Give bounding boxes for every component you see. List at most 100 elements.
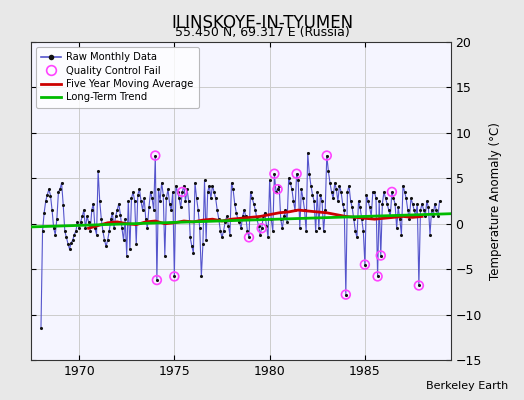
Point <box>162 195 171 202</box>
Point <box>46 192 54 199</box>
Text: 55.450 N, 69.317 E (Russia): 55.450 N, 69.317 E (Russia) <box>174 26 350 39</box>
Point <box>59 202 68 208</box>
Point <box>181 198 190 204</box>
Point <box>149 207 158 213</box>
Point <box>64 240 72 247</box>
Point <box>178 189 187 195</box>
Point <box>351 228 359 234</box>
Point <box>75 225 83 232</box>
Point <box>374 273 382 280</box>
Point <box>314 225 323 232</box>
Point <box>245 234 253 240</box>
Point <box>303 150 312 156</box>
Point <box>43 192 51 198</box>
Point <box>216 228 225 234</box>
Point <box>119 237 128 243</box>
Point <box>40 210 48 216</box>
Point <box>392 225 401 232</box>
Point <box>62 234 71 240</box>
Point <box>124 198 133 204</box>
Point <box>99 228 107 234</box>
Point <box>51 232 59 238</box>
Point <box>49 225 58 232</box>
Point <box>37 325 45 331</box>
Point <box>253 216 261 222</box>
Point <box>203 189 212 195</box>
Point <box>372 195 380 202</box>
Point <box>294 177 302 183</box>
Text: ILINSKOYE-IN-TYUMEN: ILINSKOYE-IN-TYUMEN <box>171 14 353 32</box>
Point <box>92 232 101 238</box>
Point <box>121 216 129 222</box>
Point <box>286 180 294 186</box>
Point <box>221 219 230 225</box>
Point <box>324 168 333 174</box>
Point <box>429 213 438 220</box>
Point <box>189 250 198 256</box>
Point <box>388 189 396 195</box>
Point <box>394 204 402 210</box>
Point <box>58 180 66 186</box>
Point <box>232 210 241 216</box>
Point <box>340 207 348 213</box>
Point <box>102 243 110 250</box>
Point <box>129 189 137 195</box>
Point <box>100 237 108 243</box>
Point <box>321 207 330 213</box>
Point <box>134 192 142 198</box>
Point <box>259 213 267 220</box>
Point <box>345 182 353 189</box>
Point <box>154 186 162 192</box>
Point <box>210 189 218 195</box>
Point <box>310 198 318 204</box>
Point <box>357 216 366 222</box>
Point <box>428 207 436 213</box>
Point <box>337 189 345 195</box>
Point <box>419 207 428 213</box>
Point <box>148 195 156 202</box>
Point <box>81 225 90 232</box>
Point <box>95 198 104 204</box>
Point <box>127 195 136 202</box>
Point <box>184 198 193 204</box>
Point <box>300 207 309 213</box>
Point <box>183 186 191 192</box>
Point <box>292 170 301 177</box>
Point <box>237 225 245 232</box>
Point <box>227 180 236 186</box>
Point <box>110 225 118 232</box>
Point <box>413 200 421 207</box>
Point <box>200 177 209 183</box>
Point <box>377 252 385 259</box>
Point <box>152 277 161 283</box>
Point <box>391 200 399 207</box>
Point <box>400 189 409 195</box>
Point <box>435 198 444 204</box>
Point <box>380 189 388 195</box>
Point <box>238 213 247 220</box>
Point <box>173 189 182 195</box>
Point <box>66 246 74 252</box>
Point <box>146 189 155 195</box>
Point <box>374 273 382 280</box>
Point <box>218 234 226 240</box>
Point <box>70 232 79 238</box>
Point <box>434 213 442 220</box>
Point <box>229 186 237 192</box>
Point <box>388 189 396 195</box>
Point <box>178 189 187 195</box>
Point <box>408 200 417 207</box>
Point <box>270 170 279 177</box>
Point <box>164 186 172 192</box>
Point <box>186 234 194 240</box>
Point <box>389 195 398 202</box>
Point <box>202 237 210 243</box>
Point <box>103 237 112 243</box>
Point <box>208 182 216 189</box>
Point <box>126 246 134 252</box>
Point <box>339 200 347 207</box>
Point <box>83 213 91 220</box>
Point <box>375 198 384 204</box>
Point <box>231 200 239 207</box>
Point <box>302 228 310 234</box>
